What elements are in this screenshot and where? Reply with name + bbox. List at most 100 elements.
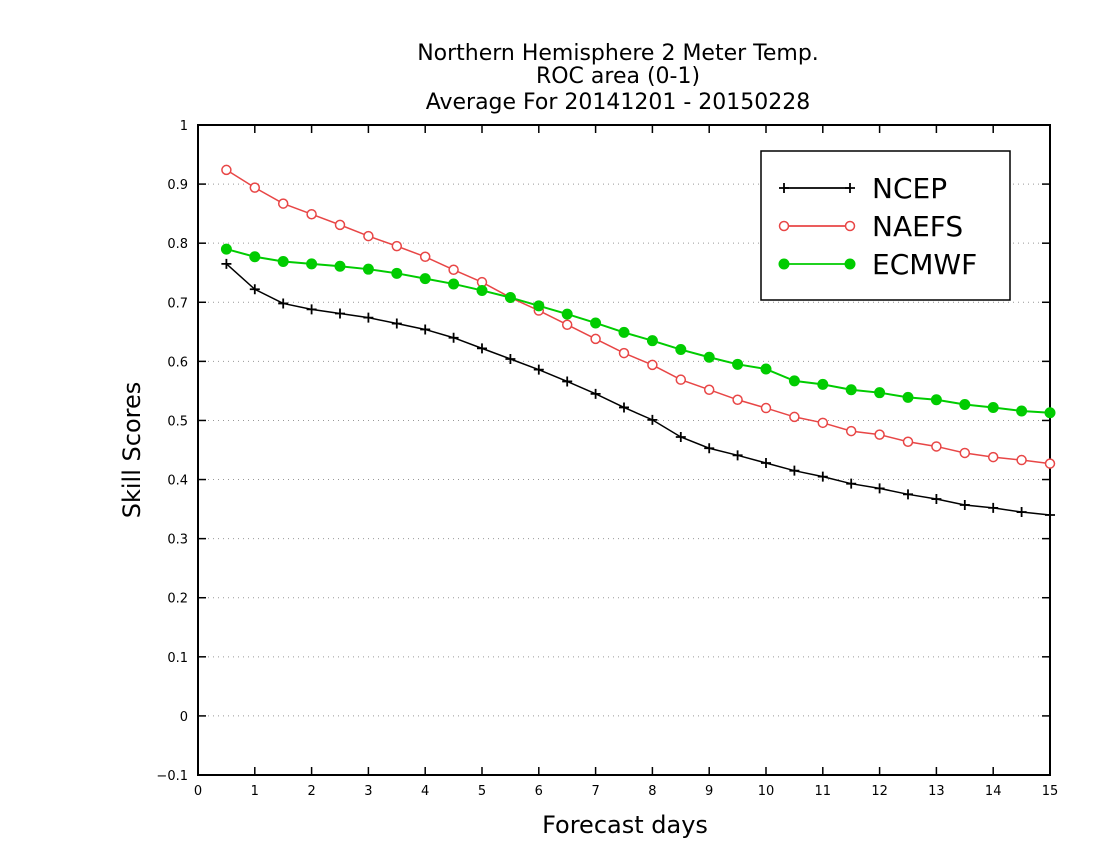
data-point-ncep — [335, 308, 345, 319]
x-tick-label: 9 — [705, 784, 713, 799]
chart-title-line-3: Average For 20141201 - 20150228 — [426, 90, 811, 115]
data-point-naefs — [334, 219, 346, 231]
data-point-naefs — [249, 182, 261, 193]
x-tick-label: 11 — [815, 784, 832, 799]
legend-marker-start — [778, 220, 790, 232]
data-point-ecmwf — [874, 387, 886, 399]
legend-marker-end — [844, 220, 856, 232]
chart-title: Northern Hemisphere 2 Meter Temp. ROC ar… — [417, 41, 819, 115]
data-point-ecmwf — [306, 258, 318, 270]
x-tick-label: 1 — [251, 784, 259, 799]
data-point-ncep — [647, 414, 658, 425]
data-point-ncep — [590, 388, 601, 399]
data-point-ncep — [420, 324, 431, 335]
x-tick-label: 15 — [1042, 784, 1059, 799]
data-point-ncep — [505, 354, 516, 364]
data-point-naefs — [277, 198, 289, 209]
data-point-naefs — [874, 429, 885, 440]
data-point-naefs — [703, 384, 715, 395]
data-point-ecmwf — [845, 384, 857, 396]
y-tick-label: 0.1 — [167, 651, 188, 666]
data-point-ncep — [562, 376, 573, 387]
data-point-naefs — [448, 264, 459, 276]
x-tick-label: 5 — [478, 784, 486, 799]
data-point-naefs — [1016, 454, 1027, 466]
legend-label-naefs: NAEFS — [872, 210, 963, 243]
data-point-ecmwf — [760, 363, 772, 375]
series-line-ncep — [225, 263, 1051, 516]
x-tick-label: 10 — [758, 784, 775, 799]
data-point-ncep — [704, 443, 715, 454]
data-point-naefs — [363, 230, 374, 242]
legend-marker-end — [844, 258, 856, 270]
plot-frame — [197, 124, 1051, 776]
data-point-ecmwf — [476, 284, 488, 296]
data-point-ncep — [874, 483, 885, 494]
data-point-naefs — [618, 347, 630, 359]
chart-title-line-2: ROC area (0-1) — [536, 64, 700, 89]
data-point-ncep — [761, 458, 771, 468]
legend-label-ecmwf: ECMWF — [872, 248, 977, 281]
x-axis: 0 1 2 3 4 5 6 7 8 9 10 11 12 13 14 15 — [194, 125, 1058, 799]
data-point-ecmwf — [391, 267, 403, 279]
y-tick-label: 0.8 — [167, 237, 188, 252]
data-point-ncep — [306, 304, 317, 315]
series-naefs — [221, 164, 1056, 469]
y-tick-label: 0.2 — [167, 592, 188, 607]
data-point-naefs — [391, 240, 403, 252]
x-tick-label: 12 — [871, 784, 888, 799]
data-point-naefs — [732, 394, 743, 406]
data-point-naefs — [845, 425, 857, 437]
data-point-ecmwf — [249, 251, 261, 263]
legend-label-ncep: NCEP — [872, 172, 947, 205]
data-point-ncep — [817, 471, 828, 482]
data-point-naefs — [902, 436, 914, 447]
data-point-naefs — [789, 411, 800, 423]
data-point-ecmwf — [959, 399, 971, 410]
series-ecmwf — [220, 243, 1056, 419]
data-point-ncep — [221, 258, 232, 269]
y-axis: −0.1 0 0.1 0.2 0.3 0.4 0.5 0.6 0.7 0.8 0.9 1 — [156, 119, 1050, 784]
data-point-ecmwf — [618, 326, 630, 338]
legend: NCEP NAEFS ECMWF — [760, 150, 1011, 301]
data-point-ecmwf — [448, 278, 460, 290]
data-point-ncep — [732, 450, 743, 461]
x-tick-label: 0 — [194, 784, 202, 799]
data-point-ecmwf — [277, 256, 289, 267]
y-tick-label: 0.5 — [167, 414, 188, 429]
data-point-naefs — [959, 447, 971, 459]
x-tick-label: 14 — [985, 784, 1002, 799]
legend-item-naefs: NAEFS — [778, 210, 963, 243]
y-tick-label: 0.7 — [167, 296, 188, 311]
x-tick-label: 13 — [928, 784, 945, 799]
legend-item-ncep: NCEP — [779, 172, 947, 205]
data-point-naefs — [931, 441, 942, 452]
data-point-ecmwf — [419, 273, 431, 285]
x-tick-label: 8 — [648, 784, 656, 799]
data-point-ecmwf — [902, 391, 914, 403]
data-point-ecmwf — [220, 243, 232, 255]
data-point-ecmwf — [646, 335, 658, 347]
data-point-ncep — [675, 432, 686, 442]
legend-marker-start — [779, 183, 789, 193]
x-tick-label: 7 — [591, 784, 599, 799]
data-point-naefs — [561, 319, 573, 330]
data-point-ecmwf — [362, 263, 374, 275]
data-point-ncep — [363, 312, 374, 323]
data-point-naefs — [760, 402, 772, 414]
data-point-ecmwf — [987, 401, 999, 413]
y-tick-label: 0.9 — [167, 178, 188, 193]
data-point-ecmwf — [533, 300, 545, 312]
x-tick-label: 3 — [364, 784, 372, 799]
x-tick-label: 2 — [307, 784, 315, 799]
data-point-naefs — [306, 208, 317, 220]
data-point-naefs — [817, 417, 829, 429]
data-point-ecmwf — [930, 394, 942, 406]
data-point-ncep — [619, 402, 629, 413]
chart-title-line-1: Northern Hemisphere 2 Meter Temp. — [417, 41, 819, 66]
gridlines — [198, 183, 1050, 717]
series-layer — [220, 164, 1056, 520]
x-axis-label: Forecast days — [542, 811, 708, 839]
data-point-ncep — [249, 284, 260, 295]
